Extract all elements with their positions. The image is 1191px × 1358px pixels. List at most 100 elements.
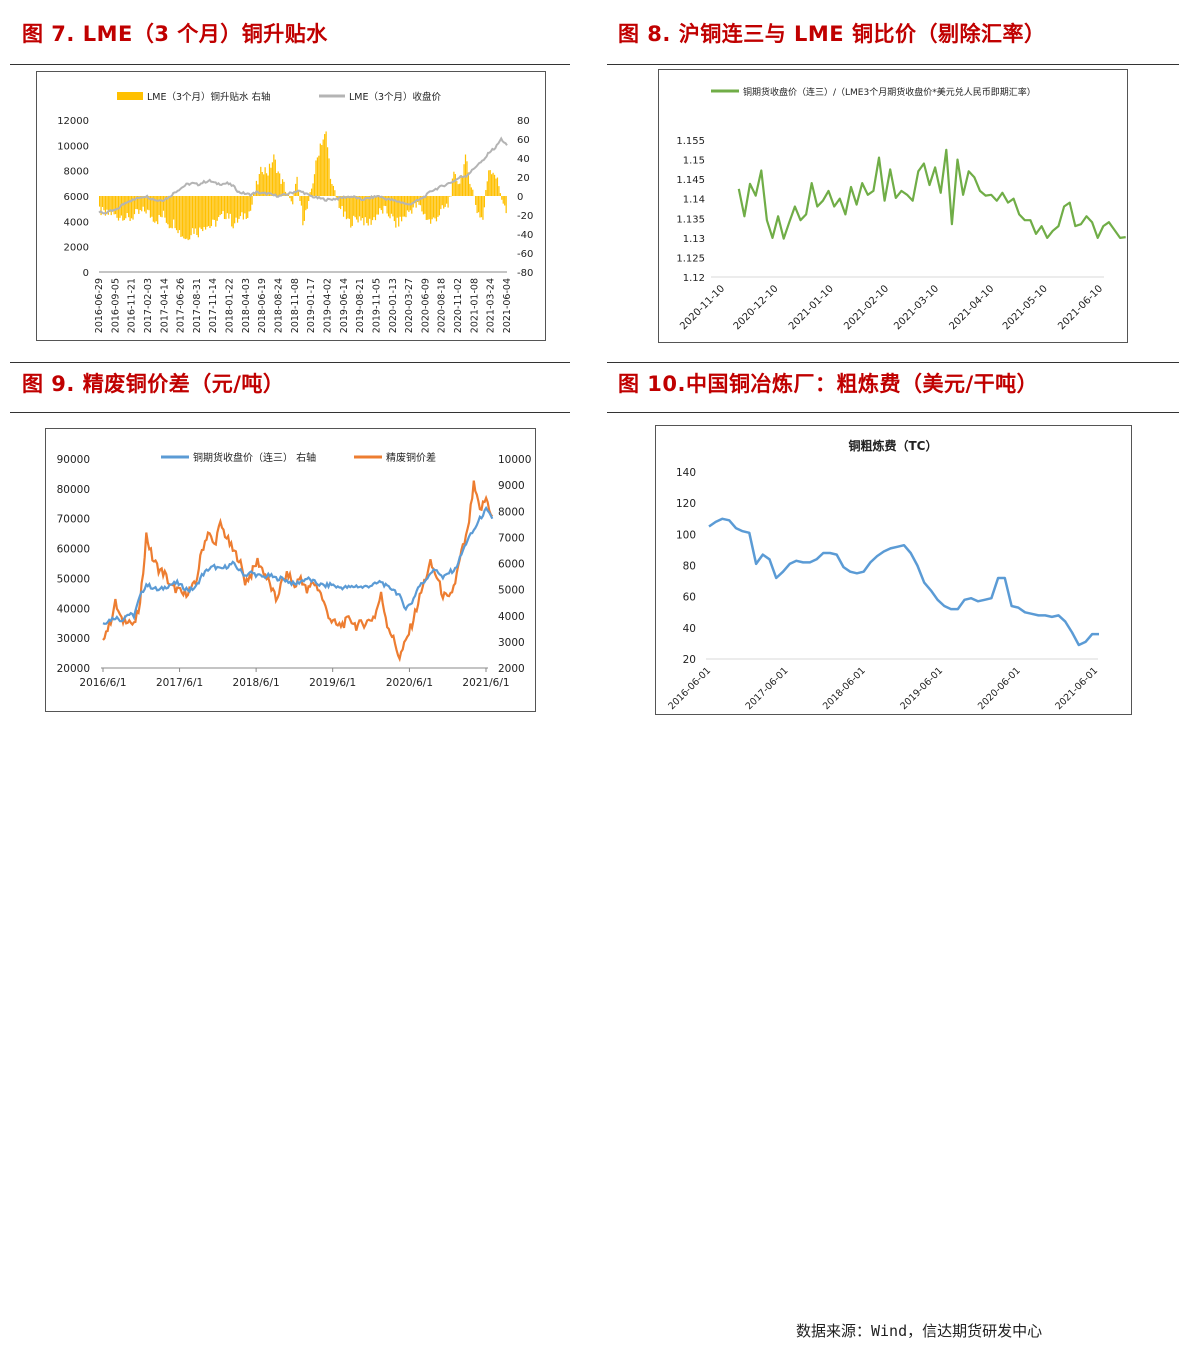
fig7-bar [174,196,176,229]
fig7-bar [274,159,276,196]
fig7-x-tick-label: 2017-06-26 [176,278,187,333]
fig7-bar [181,196,183,237]
fig7-bar [164,196,166,218]
fig7-bar [315,160,317,196]
fig7-x-tick-label: 2020-03-27 [404,278,415,333]
fig7-bar [101,196,104,207]
fig7-bar [305,196,307,211]
fig7-bar [443,196,445,209]
fig7-bar [107,196,109,215]
fig7-x-tick-label: 2019-08-21 [355,278,366,333]
fig7-bar [245,196,247,219]
fig7-bar [206,196,208,227]
fig7-bar [432,196,435,218]
fig9-chart: 铜期货收盘价（连三） 右轴 精废铜价差 20000 30000 40000 50000 60… [57,451,532,689]
fig8-y-tick-label: 1.15 [683,156,705,167]
fig8-x-tick-label: 2020-11-10 [678,283,727,332]
fig7-bar [399,196,401,217]
fig7-bar [216,196,218,221]
fig7-left-tick-label: 8000 [64,167,89,178]
fig7-left-tick-label: 0 [83,268,89,279]
fig9-legend-label-blue: 铜期货收盘价（连三） 右轴 [193,451,316,464]
fig7-bar [321,145,323,196]
fig7-bar [341,196,343,207]
fig7-bar [310,188,313,196]
fig9-right-tick-label: 9000 [498,480,525,492]
fig10-y-tick-label: 20 [683,654,696,666]
fig7-bar [114,196,117,215]
fig7-right-tick-label: -20 [517,211,533,222]
fig7-bar [110,196,112,216]
fig7-bar [396,196,398,218]
fig9-series-orange [102,480,494,663]
fig9-right-tick-label: 10000 [498,454,531,466]
fig7-bar [393,196,395,222]
fig8-x-tick-label: 2021-02-10 [842,283,891,332]
fig7-left-tick-label: 4000 [64,217,89,228]
fig7-bar [308,196,310,202]
fig7-bar [356,196,358,220]
fig10-x-tick-label: 2017-06-01 [744,665,791,712]
fig7-bar [451,178,454,196]
fig7-bar [358,196,361,217]
fig7-x-tick-label: 2020-01-13 [388,278,399,333]
fig7-bar [380,196,382,211]
fig7-bar [142,196,144,207]
fig7-bar [161,196,163,218]
fig8-y-tick-label: 1.145 [676,175,705,186]
fig7-x-tick-label: 2018-04-03 [241,278,252,333]
fig7-legend-swatch-bar [117,92,143,100]
fig7-bar [180,196,182,237]
fig7-bar [363,196,365,226]
fig7-bar [277,171,279,196]
fig7-bar [491,174,493,196]
fig7-bar [197,196,199,238]
fig7-bar [446,196,448,204]
fig7-bar [139,196,141,211]
fig7-bar [199,196,201,228]
fig7-bar [485,190,487,196]
fig7-bar [324,134,326,196]
fig8-x-tick-label: 2021-05-10 [1001,283,1050,332]
fig7-bar [345,196,348,220]
fig7-bar [223,196,226,220]
fig8-y-tick-label: 1.135 [676,214,705,225]
fig7-bar [390,196,393,214]
fig7-bar [385,196,387,207]
fig9-x-tick-label: 2016/6/1 [79,677,126,689]
fig7-bar [463,164,465,196]
fig7-bar [252,193,255,196]
fig7-x-tick-label: 2017-04-14 [159,278,170,333]
fig7-bar [149,196,152,218]
fig8-x-tick-label: 2020-12-10 [732,283,781,332]
fig7-bar [158,196,160,216]
fig7-bar [261,171,263,196]
fig7-right-tick-label: -60 [517,249,533,260]
fig7-bar [183,196,185,239]
fig7-bar [401,196,403,222]
fig7-bar [122,196,124,221]
fig7-bar [248,196,250,212]
fig7-bar [135,196,137,210]
fig7-bar [113,196,115,215]
fig8-title: 图 8. 沪铜连三与 LME 铜比价（剔除汇率） [618,22,1046,46]
fig9-left-tick-label: 80000 [57,484,90,496]
fig7-right-tick-label: 40 [517,154,530,165]
fig10-x-tick-label: 2021-06-01 [1053,665,1100,712]
fig7-bar [283,181,285,196]
fig7-bar [184,196,186,240]
fig7-bar [457,184,459,196]
fig7-series-line [98,136,508,215]
fig7-bar [416,196,419,202]
fig9-title: 图 9. 精废铜价差（元/吨） [22,372,285,396]
fig7-bar [331,183,333,196]
fig7-bar [295,183,297,196]
fig7-bar [132,196,134,220]
fig7-bar [464,154,467,196]
fig7-bar [377,196,380,215]
fig7-x-tick-label: 2019-06-14 [339,278,350,333]
fig7-bar [133,196,136,215]
fig7-bar [99,196,101,207]
fig7-bar [459,183,461,196]
fig7-left-tick-label: 10000 [57,141,89,152]
